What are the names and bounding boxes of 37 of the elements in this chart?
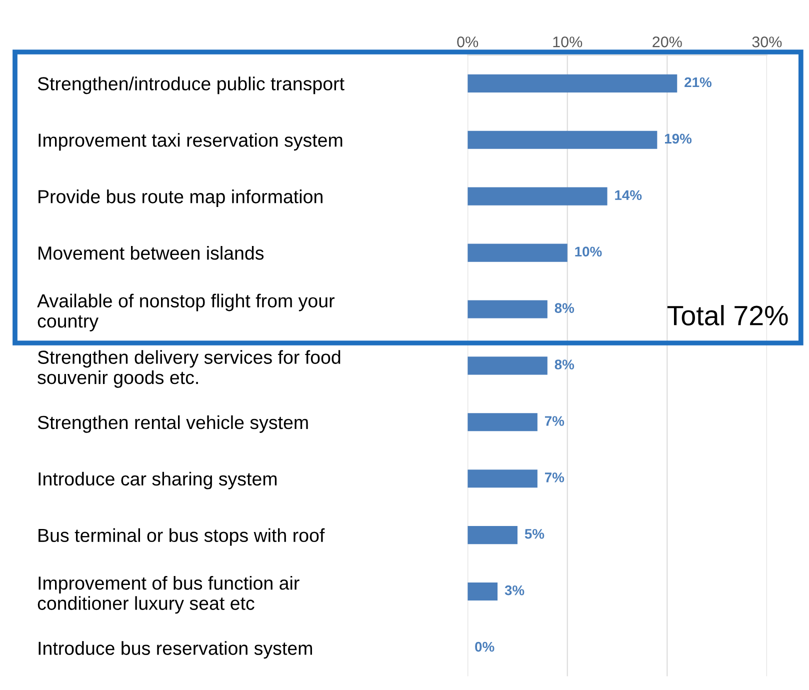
- bar: [468, 130, 658, 149]
- y-tick-label: Strengthen rental vehicle system: [38, 415, 308, 433]
- y-tick-label: Strengthen/introduce public transport: [38, 76, 344, 94]
- data-label: 7%: [544, 472, 564, 482]
- x-tick-label: 30%: [752, 36, 782, 48]
- bar: [468, 74, 678, 92]
- data-label: 21%: [684, 77, 712, 88]
- y-tick-label: Introduce car sharing system: [38, 472, 277, 490]
- y-tick-label: Available of nonstop flight from your country: [37, 294, 334, 332]
- bar: [468, 582, 498, 601]
- bar: [468, 413, 538, 432]
- y-tick-label: Introduce bus reservation system: [38, 641, 312, 659]
- y-tick-label: Improvement of bus function air conditioner luxury seat etc: [38, 576, 300, 614]
- x-tick-label: 0%: [457, 36, 478, 48]
- annotation: Total 72%: [667, 305, 788, 326]
- y-tick-label: Strengthen delivery services for food souvenir goods etc.: [38, 350, 340, 388]
- bar: [468, 244, 568, 262]
- x-tick-label: 20%: [652, 36, 682, 48]
- data-label: 8%: [554, 303, 574, 313]
- bar: [468, 300, 548, 318]
- data-label: 14%: [615, 190, 642, 200]
- data-label: 10%: [575, 246, 602, 257]
- data-label: 8%: [554, 360, 574, 370]
- y-tick-label: Bus terminal or bus stops with roof: [38, 528, 325, 546]
- bar: [468, 526, 518, 544]
- x-tick-label: 10%: [553, 36, 582, 48]
- bar: [468, 356, 548, 375]
- data-label: 5%: [524, 528, 544, 539]
- data-label: 19%: [664, 134, 692, 144]
- y-tick-label: Provide bus route map information: [38, 190, 322, 208]
- y-tick-label: Movement between islands: [38, 246, 264, 260]
- data-label: 0%: [475, 642, 494, 652]
- y-tick-label: Improvement taxi reservation system: [38, 133, 342, 151]
- bar: [468, 470, 538, 488]
- data-label: 7%: [544, 416, 564, 426]
- bar: [468, 187, 608, 206]
- data-label: 3%: [504, 585, 524, 596]
